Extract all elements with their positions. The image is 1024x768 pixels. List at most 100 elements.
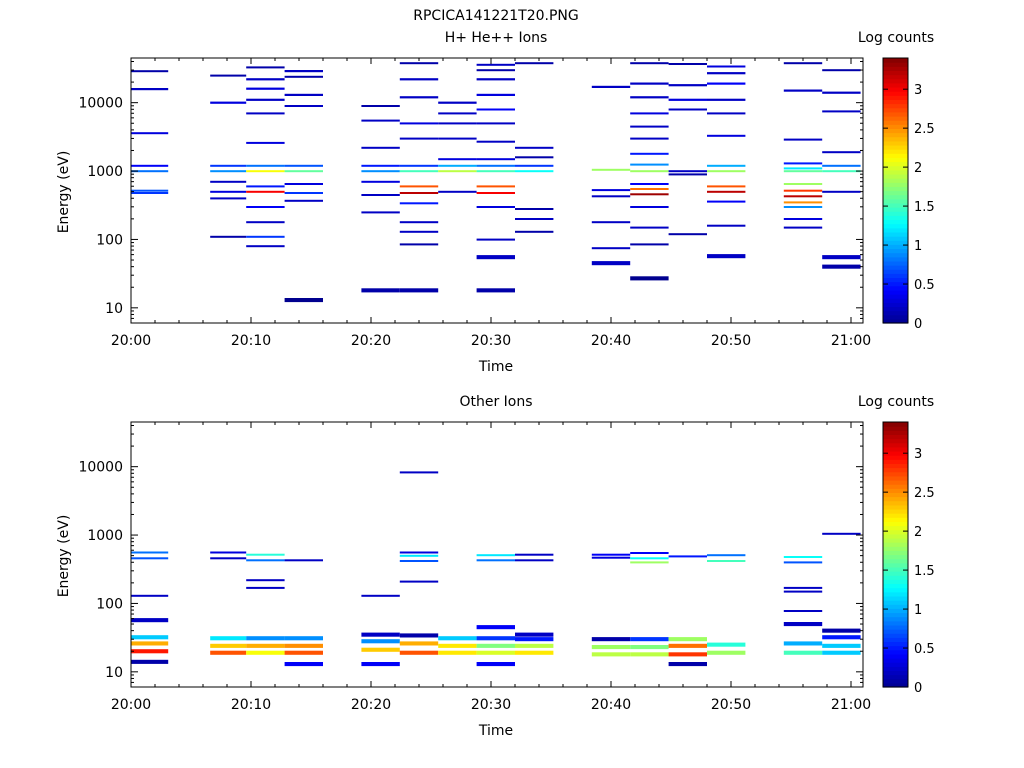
colorbar-swatch: [883, 670, 908, 676]
colorbar-swatch: [883, 426, 908, 431]
heatmap-cell: [246, 190, 285, 193]
colorbar-tick-label: 2.5: [914, 486, 935, 501]
heatmap-cell: [131, 192, 169, 194]
heatmap-cell: [630, 125, 669, 128]
colorbar-swatch: [883, 173, 908, 179]
heatmap-cell: [476, 650, 515, 655]
heatmap-cell: [284, 75, 323, 78]
heatmap-cell: [438, 101, 477, 104]
heatmap-cell: [131, 618, 169, 623]
heatmap-cell: [476, 255, 515, 260]
heatmap-cell: [131, 88, 169, 91]
heatmap-cell: [783, 189, 823, 192]
heatmap-cell: [630, 226, 669, 229]
heatmap-cell: [783, 586, 823, 589]
heatmap-cell: [822, 643, 861, 648]
y-tick-label: 1000: [87, 528, 123, 544]
heatmap-cell: [630, 561, 669, 564]
heatmap-cell: [284, 105, 323, 107]
x-tick-label: 20:00: [111, 697, 151, 713]
colorbar-swatch: [883, 542, 908, 547]
colorbar-swatch: [883, 624, 908, 630]
colorbar-swatch: [883, 236, 908, 241]
heatmap-cell: [210, 557, 247, 560]
heatmap-cell: [399, 96, 439, 99]
colorbar-swatch: [883, 504, 908, 510]
colorbar-swatch: [883, 554, 908, 560]
heatmap-cell: [668, 555, 707, 558]
colorbar-swatch: [883, 161, 908, 167]
heatmap-cell: [630, 152, 669, 155]
heatmap-cell: [284, 70, 323, 73]
heatmap-cell: [246, 185, 285, 188]
heatmap-cell: [783, 167, 823, 170]
colorbar-tick-label: 2: [914, 161, 922, 176]
heatmap-cell: [284, 93, 323, 96]
heatmap-cell: [707, 65, 746, 68]
heatmap-cell: [399, 122, 439, 125]
panel-2-cells: [131, 471, 861, 667]
heatmap-cell: [476, 170, 515, 173]
x-tick-label: 20:40: [591, 697, 631, 713]
colorbar-swatch: [883, 566, 908, 572]
heatmap-cell: [515, 632, 554, 637]
heatmap-cell: [246, 235, 285, 238]
colorbar-swatch: [883, 446, 908, 452]
heatmap-cell: [515, 208, 554, 210]
heatmap-cell: [361, 180, 400, 183]
colorbar-swatch: [883, 95, 908, 101]
colorbar-swatch: [883, 314, 908, 320]
colorbar-swatch: [883, 227, 908, 233]
colorbar-swatch: [883, 500, 908, 506]
heatmap-cell: [668, 170, 707, 173]
colorbar-swatch: [883, 641, 908, 647]
colorbar-swatch: [883, 144, 908, 150]
heatmap-cell: [591, 261, 631, 266]
heatmap-cell: [476, 206, 515, 208]
heatmap-cell: [515, 218, 554, 220]
colorbar-frame: [882, 57, 909, 324]
colorbar-swatch: [883, 240, 908, 245]
colorbar-swatch: [883, 591, 908, 597]
colorbar-swatch: [883, 132, 908, 138]
colorbar-swatch: [883, 442, 908, 448]
heatmap-cell: [399, 185, 439, 188]
heatmap-cell: [399, 137, 439, 140]
heatmap-cell: [707, 224, 746, 227]
colorbar-swatch: [883, 525, 908, 531]
heatmap-cell: [361, 194, 400, 196]
heatmap-cell: [399, 192, 439, 194]
colorbar-swatch: [883, 533, 908, 539]
heatmap-cell: [284, 192, 323, 194]
colorbar-swatch: [883, 587, 908, 593]
x-tick-label: 21:00: [831, 697, 871, 713]
colorbar-swatch: [883, 484, 908, 489]
heatmap-cell: [783, 170, 823, 173]
x-tick-label: 20:00: [111, 333, 151, 349]
colorbar-swatch: [883, 649, 908, 655]
heatmap-cell: [515, 164, 554, 167]
panel-2-colorbar: 0 0.5 1 1.5 2 2.5 3: [882, 421, 935, 696]
heatmap-cell: [630, 183, 669, 185]
colorbar-tick-label: 3: [914, 447, 922, 462]
y-tick-label: 1000: [87, 164, 123, 180]
heatmap-cell: [438, 650, 477, 655]
colorbar-swatch: [883, 645, 908, 651]
colorbar-swatch: [883, 463, 908, 469]
colorbar-swatch: [883, 231, 908, 237]
heatmap-cell: [438, 636, 477, 641]
heatmap-cell: [361, 105, 400, 107]
panel-1-x-label: Time: [478, 359, 513, 375]
colorbar-swatch: [883, 260, 908, 266]
colorbar-swatch: [883, 219, 908, 225]
panel-1-colorbar-label: Log counts: [858, 30, 934, 46]
heatmap-cell: [707, 190, 746, 193]
panel-1-cells: [131, 62, 861, 303]
heatmap-cell: [591, 553, 631, 556]
heatmap-cell: [246, 650, 285, 655]
heatmap-cell: [668, 662, 707, 667]
heatmap-cell: [284, 199, 323, 202]
heatmap-cell: [438, 170, 477, 173]
y-tick-label: 100: [96, 596, 123, 612]
heatmap-cell: [246, 559, 285, 562]
